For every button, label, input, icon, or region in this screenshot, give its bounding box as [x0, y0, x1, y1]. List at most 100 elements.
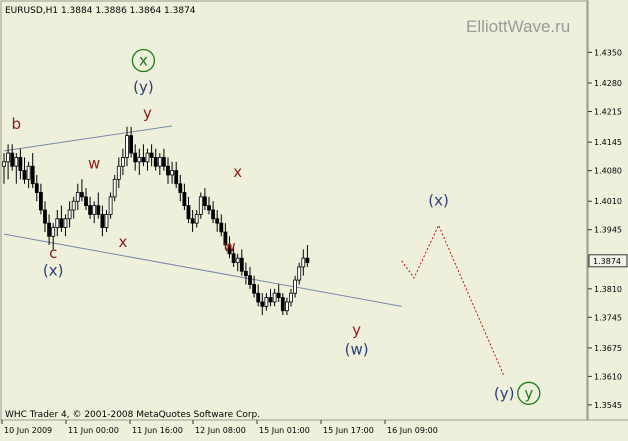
candle-body — [235, 257, 240, 263]
wave-label: w — [223, 238, 235, 256]
candle-body — [182, 192, 187, 207]
candle-body — [149, 152, 154, 158]
x-tick-label: 11 Jun 00:00 — [68, 426, 119, 435]
copyright-footer: WHC Trader 4, © 2001-2008 MetaQuotes Sof… — [5, 410, 260, 420]
candle-body — [284, 301, 289, 312]
candle-body — [34, 183, 39, 193]
x-tick-label: 10 Jun 2009 — [4, 426, 52, 435]
candle-body — [305, 257, 310, 263]
wave-label: (y) — [133, 78, 154, 96]
candle-body — [248, 275, 252, 285]
candle-body — [18, 157, 23, 171]
candle-body — [239, 257, 244, 272]
candle-body — [71, 200, 76, 211]
candle-body — [137, 157, 142, 163]
y-tick-label: 1.3945 — [594, 226, 622, 235]
candle-body — [125, 135, 129, 158]
wave-label: y — [352, 321, 361, 339]
candle-body — [112, 178, 117, 198]
candle-body — [161, 157, 166, 167]
candle-body — [26, 165, 31, 180]
candle-body — [80, 192, 84, 198]
candle-body — [55, 218, 60, 228]
x-tick-label: 12 Jun 08:00 — [195, 426, 246, 435]
candle-body — [63, 218, 68, 228]
y-tick-label: 1.4145 — [594, 138, 622, 147]
wave-label: (w) — [345, 341, 369, 359]
candle-body — [227, 244, 232, 255]
wave-label-circle — [517, 381, 541, 405]
candle-body — [14, 157, 19, 167]
y-tick-label: 1.3745 — [594, 313, 622, 322]
candle-body — [211, 209, 216, 220]
candle-body — [252, 284, 257, 294]
candle-body — [280, 297, 285, 312]
wave-projection-path — [401, 224, 505, 377]
y-tick-label: 1.3610 — [594, 372, 622, 381]
candle-body — [202, 196, 207, 207]
candle-body — [289, 292, 293, 303]
candle-body — [43, 209, 47, 224]
watermark: ElliottWave.ru — [466, 17, 570, 36]
y-tick-label: 1.3810 — [594, 285, 622, 294]
y-tick-label: 1.3675 — [594, 344, 622, 353]
candle-body — [121, 157, 125, 167]
candle-body — [88, 205, 92, 215]
x-tick-label: 15 Jun 01:00 — [259, 426, 310, 435]
wave-label: y — [143, 104, 152, 122]
candle-body — [10, 152, 15, 167]
candle-body — [51, 227, 56, 237]
candle-body — [6, 152, 10, 163]
candle-body — [153, 157, 158, 167]
x-tick-label: 11 Jun 16:00 — [132, 426, 183, 435]
candle-body — [297, 266, 302, 281]
candle-body — [207, 205, 211, 211]
wave-label: y — [524, 384, 533, 402]
x-tick-label: 16 Jun 09:00 — [387, 426, 438, 435]
current-price-tag — [588, 254, 628, 268]
candle-body — [157, 157, 162, 167]
wave-label: c — [49, 244, 57, 262]
candle-body — [231, 253, 236, 263]
candle-body — [174, 170, 179, 185]
candle-body — [145, 152, 150, 163]
y-tick-label: 1.4080 — [594, 167, 622, 176]
candle-body — [260, 301, 265, 307]
candle-body — [116, 165, 121, 180]
current-price-label: 1.3874 — [593, 257, 621, 266]
candle-body — [170, 170, 175, 176]
candle-body — [166, 165, 170, 176]
candle-body — [256, 292, 261, 303]
y-tick-label: 1.4010 — [594, 197, 622, 206]
candle-body — [190, 218, 195, 224]
trend-line-lower-channel — [3, 233, 402, 307]
wave-label: w — [88, 154, 100, 172]
y-tick-label: 1.4280 — [594, 79, 622, 88]
y-tick-label: 1.3545 — [594, 401, 622, 410]
candle-body — [264, 297, 269, 307]
candle-body — [178, 183, 183, 193]
candle-body — [186, 205, 191, 220]
candle-body — [268, 297, 273, 303]
candle-body — [215, 218, 220, 224]
candle-body — [194, 213, 199, 224]
candle-body — [293, 279, 298, 294]
candle-body — [133, 152, 138, 163]
candle-body — [2, 161, 6, 167]
wave-label: (y) — [494, 384, 515, 402]
wave-label-circle — [131, 48, 156, 73]
candle-body — [84, 196, 88, 207]
candle-body — [92, 205, 97, 215]
y-tick-label: 1.4215 — [594, 107, 622, 116]
candle-body — [301, 257, 306, 268]
wave-label: x — [118, 233, 127, 251]
x-tick-label: 15 Jun 17:00 — [323, 426, 374, 435]
candle-body — [108, 196, 113, 215]
wave-label: (x) — [428, 192, 449, 210]
candle-body — [39, 192, 43, 211]
wave-label: b — [12, 115, 22, 133]
candle-body — [59, 218, 64, 228]
candle-body — [30, 165, 35, 185]
